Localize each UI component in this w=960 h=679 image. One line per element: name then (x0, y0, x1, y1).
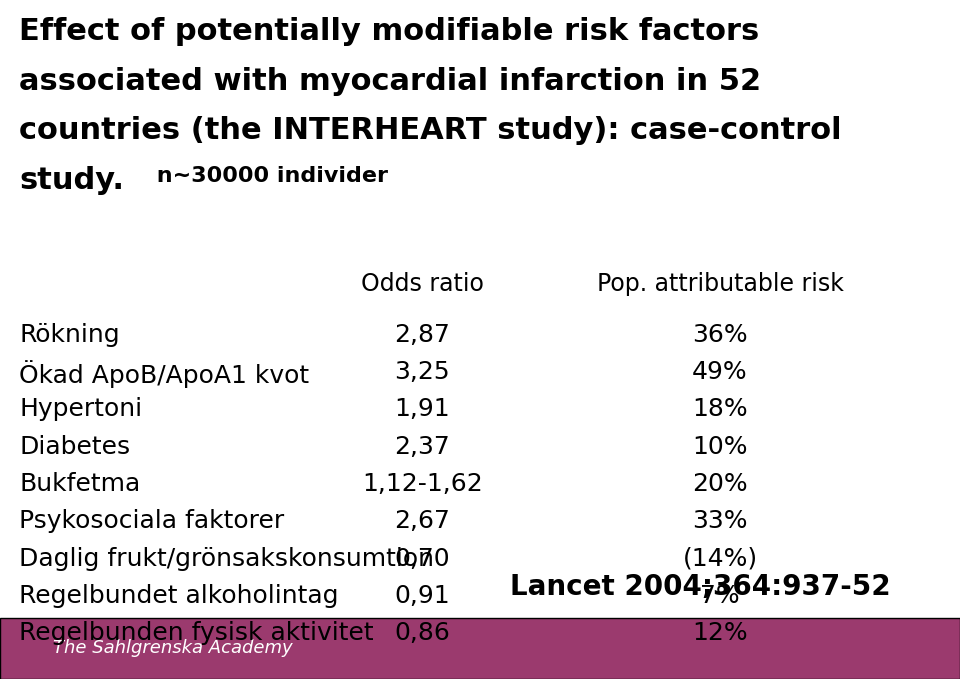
Text: 10%: 10% (692, 435, 748, 458)
Text: 33%: 33% (692, 509, 748, 533)
Text: Psykosociala faktorer: Psykosociala faktorer (19, 509, 284, 533)
Text: 1,91: 1,91 (395, 397, 450, 421)
Text: 49%: 49% (692, 360, 748, 384)
Text: 3,25: 3,25 (395, 360, 450, 384)
Text: Rökning: Rökning (19, 323, 120, 346)
Text: 20%: 20% (692, 472, 748, 496)
Text: 0,91: 0,91 (395, 584, 450, 608)
Text: (14%): (14%) (683, 547, 757, 570)
FancyBboxPatch shape (0, 618, 960, 679)
Text: countries (the INTERHEART study): case-control: countries (the INTERHEART study): case-c… (19, 116, 842, 145)
Text: Hypertoni: Hypertoni (19, 397, 142, 421)
Text: Regelbunden fysisk aktivitet: Regelbunden fysisk aktivitet (19, 621, 373, 645)
Text: 1,12-1,62: 1,12-1,62 (362, 472, 483, 496)
Text: 2,37: 2,37 (395, 435, 450, 458)
Text: Ökad ApoB/ApoA1 kvot: Ökad ApoB/ApoA1 kvot (19, 360, 309, 388)
Text: 2,87: 2,87 (395, 323, 450, 346)
Text: 12%: 12% (692, 621, 748, 645)
Text: Regelbundet alkoholintag: Regelbundet alkoholintag (19, 584, 339, 608)
Text: Diabetes: Diabetes (19, 435, 131, 458)
Text: The Sahlgrenska Academy: The Sahlgrenska Academy (53, 640, 293, 657)
Text: Odds ratio: Odds ratio (361, 272, 484, 295)
Text: Bukfetma: Bukfetma (19, 472, 140, 496)
Text: Lancet 2004;364:937-52: Lancet 2004;364:937-52 (511, 573, 891, 601)
Text: 7%: 7% (700, 584, 740, 608)
Text: 0,70: 0,70 (395, 547, 450, 570)
Text: associated with myocardial infarction in 52: associated with myocardial infarction in… (19, 67, 761, 96)
Text: 36%: 36% (692, 323, 748, 346)
Text: Pop. attributable risk: Pop. attributable risk (596, 272, 844, 295)
Text: Daglig frukt/grönsakskonsumtion: Daglig frukt/grönsakskonsumtion (19, 547, 434, 570)
Text: Effect of potentially modifiable risk factors: Effect of potentially modifiable risk fa… (19, 17, 759, 46)
Text: n~30000 individer: n~30000 individer (149, 166, 388, 185)
Text: 18%: 18% (692, 397, 748, 421)
Text: 0,86: 0,86 (395, 621, 450, 645)
Text: study.: study. (19, 166, 124, 195)
Text: 2,67: 2,67 (395, 509, 450, 533)
